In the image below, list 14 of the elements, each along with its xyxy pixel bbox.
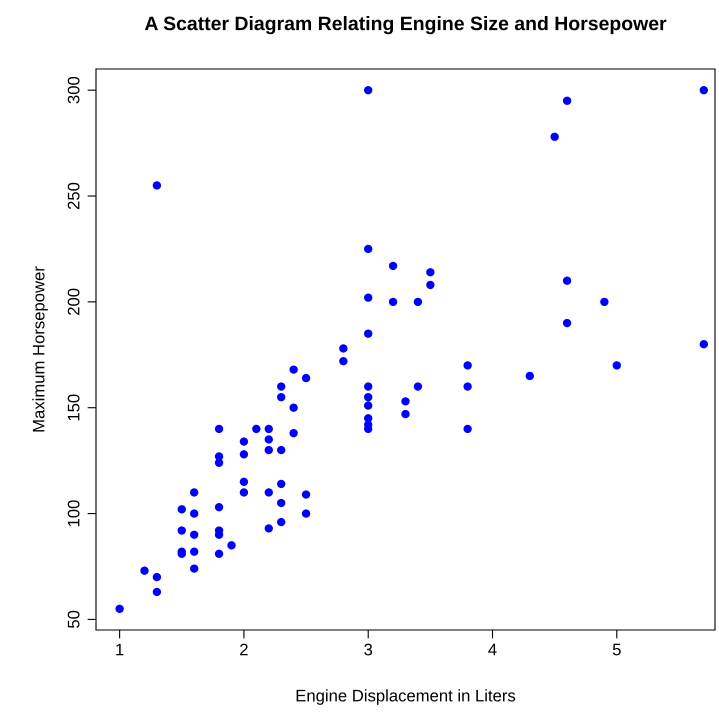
- x-tick-label: 4: [488, 644, 497, 656]
- chart-title: A Scatter Diagram Relating Engine Size and Horsepower: [144, 16, 666, 34]
- y-tick-label: 200: [68, 288, 80, 315]
- x-tick-label: 3: [364, 644, 372, 656]
- y-tick-label: 150: [68, 394, 80, 420]
- y-tick-label: 300: [68, 76, 80, 104]
- x-tick-label: 1: [116, 644, 124, 656]
- y-tick-label: 100: [68, 500, 80, 526]
- x-axis-title: Engine Displacement in Liters: [296, 689, 516, 705]
- x-tick-label: 2: [240, 644, 248, 656]
- x-tick-label: 5: [612, 644, 621, 656]
- y-tick-label: 50: [68, 610, 80, 628]
- y-axis-title: Maximum Horsepower: [32, 266, 48, 432]
- y-tick-label: 250: [68, 182, 80, 210]
